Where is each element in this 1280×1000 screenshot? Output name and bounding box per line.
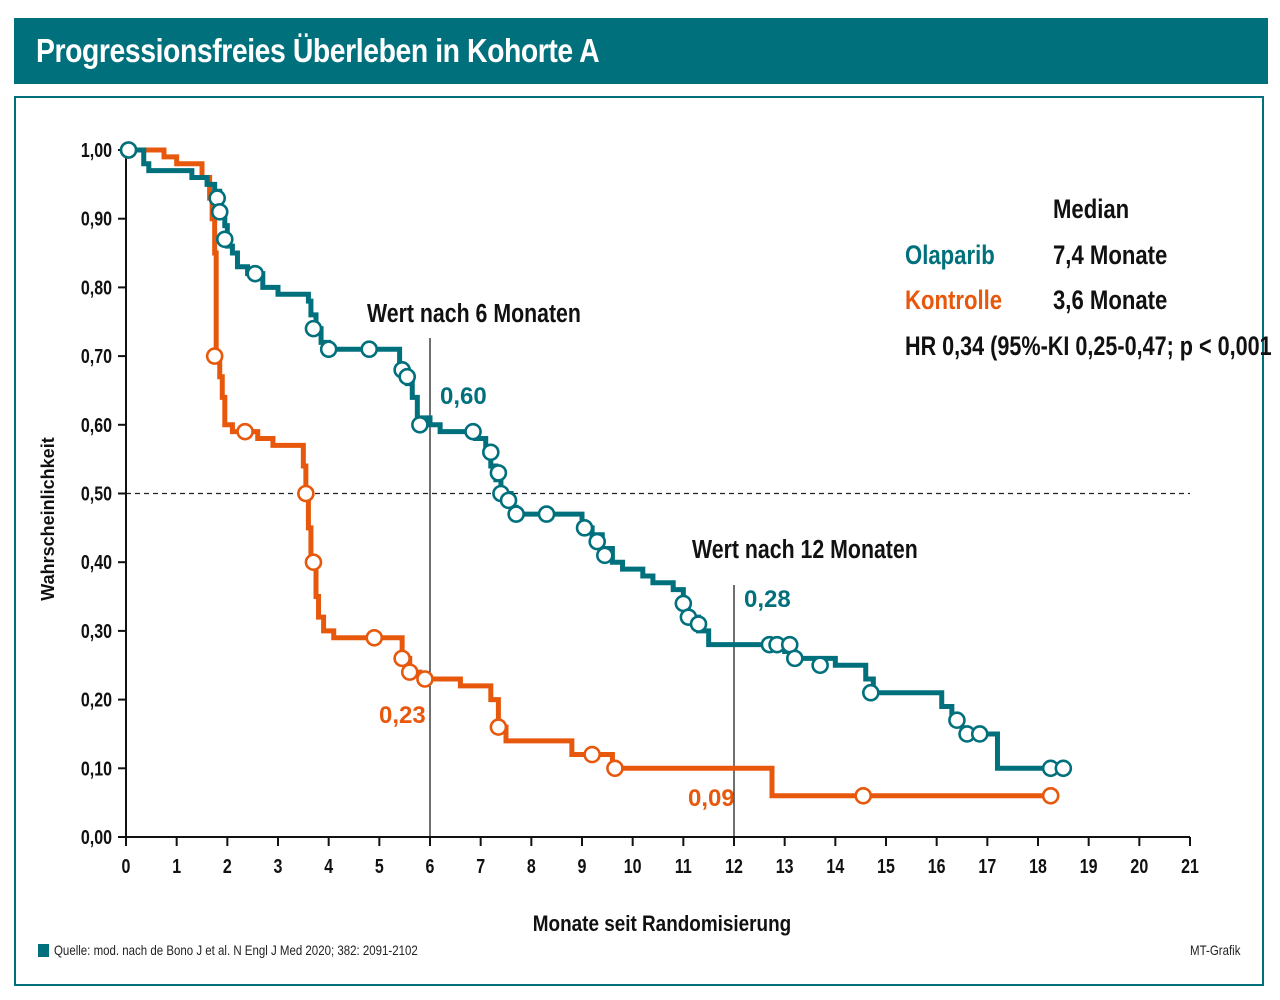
censor-marker-olaparib xyxy=(575,519,594,537)
credit-note: MT-Grafik xyxy=(1189,942,1240,958)
censor-marker-olaparib xyxy=(464,422,482,441)
x-tick-label: 3 xyxy=(274,855,283,877)
legend-kontrolle-median: 3,6 Monate xyxy=(1053,286,1167,316)
y-tick-label: 0,20 xyxy=(81,689,112,711)
x-tick-label: 11 xyxy=(675,855,692,877)
censor-marker-olaparib xyxy=(411,415,429,434)
censor-marker-olaparib xyxy=(588,532,607,551)
censor-marker-kontrolle xyxy=(393,649,411,668)
x-tick-label: 0 xyxy=(122,855,131,877)
censor-marker-kontrolle xyxy=(583,745,601,764)
censor-marker-kontrolle xyxy=(1041,786,1060,805)
legend-hazard-ratio: HR 0,34 (95%-KI 0,25-0,47; p < 0,001 xyxy=(905,332,1272,362)
censor-marker-olaparib xyxy=(208,189,226,207)
reference-lines xyxy=(126,338,1190,837)
censor-marker-kontrolle xyxy=(606,759,624,778)
x-tick-label: 9 xyxy=(578,855,587,877)
y-tick-label: 0,40 xyxy=(81,552,112,574)
censor-marker-olaparib xyxy=(216,230,234,249)
censor-marker-olaparib xyxy=(537,505,556,523)
censor-marker-olaparib xyxy=(1054,759,1073,778)
kontrolle-12m-value: 0,09 xyxy=(688,785,735,812)
x-tick-label: 14 xyxy=(826,855,844,877)
y-tick-label: 0,50 xyxy=(81,483,112,505)
censor-marker-kontrolle xyxy=(365,628,384,647)
x-tick-label: 19 xyxy=(1080,855,1098,877)
censor-marker-olaparib xyxy=(119,141,138,159)
x-tick-label: 2 xyxy=(223,855,232,877)
censor-marker-olaparib xyxy=(489,464,508,482)
x-tick-label: 12 xyxy=(725,855,743,877)
y-tick-label: 0,60 xyxy=(81,414,112,436)
censor-marker-olaparib xyxy=(360,340,379,359)
series-kontrolle-curve xyxy=(126,147,1054,799)
kontrolle-6m-value: 0,23 xyxy=(379,702,426,729)
legend-olaparib-median: 7,4 Monate xyxy=(1053,241,1167,271)
x-tick-label: 5 xyxy=(375,855,384,877)
x-tick-label: 10 xyxy=(624,855,642,877)
censor-marker-kontrolle xyxy=(489,718,508,736)
censor-marker-kontrolle xyxy=(205,347,224,365)
x-tick-label: 1 xyxy=(172,855,181,877)
legend: Median Olaparib 7,4 Monate Kontrolle 3,6… xyxy=(905,195,1272,362)
censor-marker-kontrolle xyxy=(400,663,419,681)
censor-marker-olaparib xyxy=(970,725,989,743)
legend-kontrolle-name: Kontrolle xyxy=(905,286,1002,316)
y-axis-label: Wahrscheinlichkeit xyxy=(38,437,58,600)
censor-marker-olaparib xyxy=(319,340,338,359)
censor-marker-olaparib xyxy=(811,656,829,675)
censor-marker-olaparib xyxy=(304,319,323,338)
x-tick-label: 13 xyxy=(776,855,794,877)
x-tick-label: 16 xyxy=(928,855,946,877)
y-tick-label: 0,70 xyxy=(81,345,112,367)
y-tick-label: 0,00 xyxy=(81,826,112,848)
y-tick-label: 0,80 xyxy=(81,277,112,299)
title-bar: Progressionsfreies Überleben in Kohorte … xyxy=(14,18,1268,84)
source-marker xyxy=(38,944,49,957)
x-tick-label: 6 xyxy=(426,855,435,877)
y-tick-label: 1,00 xyxy=(81,139,112,161)
censor-marker-kontrolle xyxy=(854,786,873,805)
censor-marker-kontrolle xyxy=(297,484,315,503)
page-title: Progressionsfreies Überleben in Kohorte … xyxy=(36,32,600,69)
six-months-label: Wert nach 6 Monaten xyxy=(367,299,581,329)
olaparib-6m-value: 0,60 xyxy=(440,383,487,410)
censor-marker-olaparib xyxy=(246,264,264,283)
y-tick-label: 0,90 xyxy=(81,208,112,230)
censor-marker-olaparib xyxy=(595,546,614,565)
censor-marker-olaparib xyxy=(948,711,966,730)
x-tick-label: 20 xyxy=(1130,855,1148,877)
legend-median-header: Median xyxy=(1053,195,1129,225)
censor-marker-olaparib xyxy=(499,491,518,510)
y-tick-label: 0,10 xyxy=(81,758,112,780)
censor-marker-olaparib xyxy=(507,505,525,523)
legend-olaparib-name: Olaparib xyxy=(905,241,995,271)
y-tick-label: 0,30 xyxy=(81,620,112,642)
censor-marker-olaparib xyxy=(210,203,229,221)
axes: 0,00 0,10 0,20 0,30 0,40 0,50 0,60 0,70 0,80 0,90… xyxy=(81,139,1199,877)
x-axis-label: Monate seit Randomisierung xyxy=(533,912,791,937)
x-tick-label: 15 xyxy=(877,855,895,877)
x-tick-label: 21 xyxy=(1181,855,1199,877)
censor-marker-kontrolle xyxy=(236,422,254,441)
series-layer xyxy=(119,141,1073,805)
censor-marker-olaparib xyxy=(398,367,417,386)
censor-marker-olaparib xyxy=(785,649,804,668)
x-tick-label: 8 xyxy=(527,855,536,877)
chart-frame xyxy=(14,96,1264,986)
censor-marker-olaparib xyxy=(861,683,880,702)
x-tick-label: 7 xyxy=(476,855,485,877)
source-note: Quelle: mod. nach de Bono J et al. N Eng… xyxy=(54,942,418,958)
twelve-months-label: Wert nach 12 Monaten xyxy=(692,535,918,565)
censor-marker-olaparib xyxy=(689,615,708,633)
x-tick-label: 17 xyxy=(978,855,996,877)
censor-marker-kontrolle xyxy=(304,553,323,572)
x-tick-label: 4 xyxy=(324,855,333,877)
olaparib-12m-value: 0,28 xyxy=(744,586,791,613)
censor-marker-olaparib xyxy=(481,443,500,462)
censor-marker-kontrolle xyxy=(416,670,434,688)
x-tick-label: 18 xyxy=(1029,855,1047,877)
